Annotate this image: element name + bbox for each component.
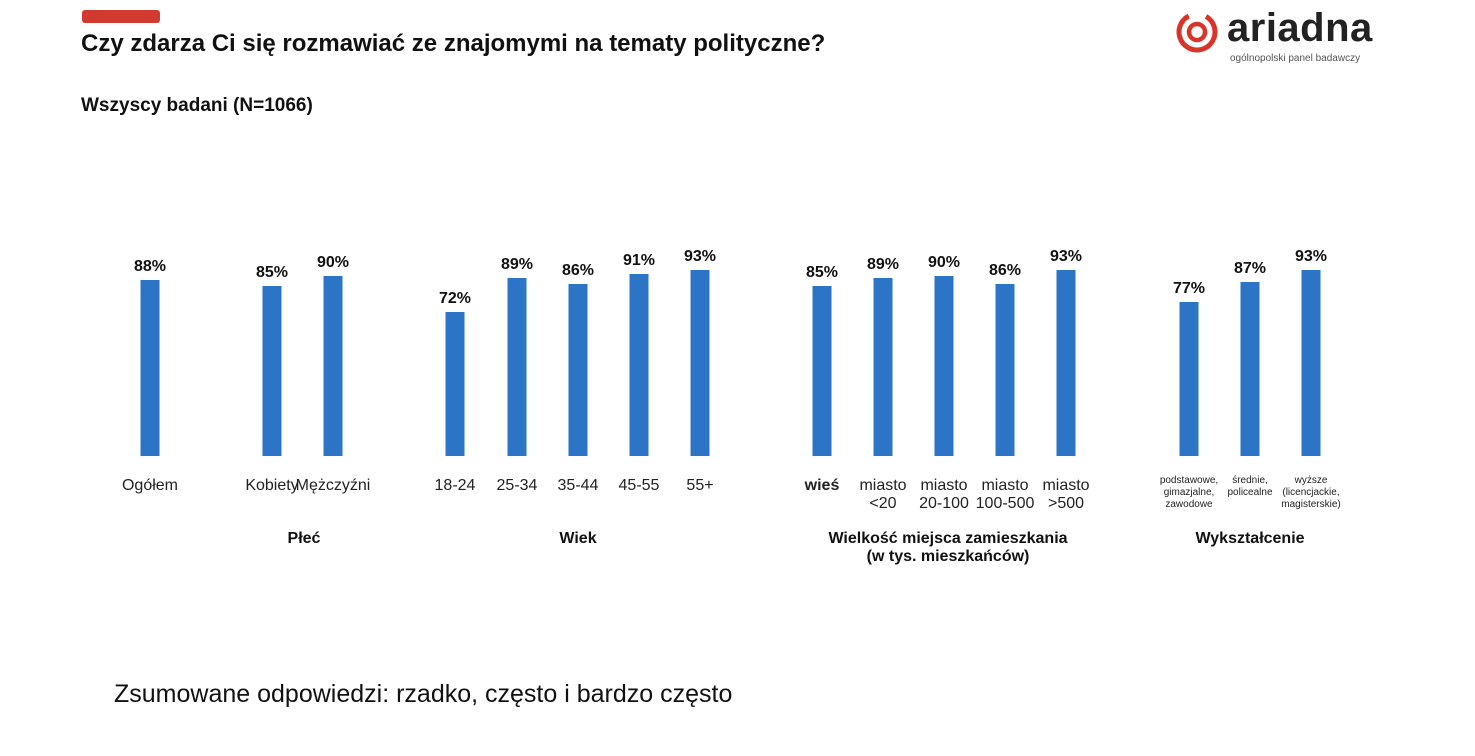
- data-label: 77%: [1173, 280, 1205, 297]
- category-label: średnie, policealne: [1227, 475, 1272, 498]
- group-label: Wiek: [559, 530, 596, 547]
- bar: [690, 270, 710, 456]
- bar: [873, 278, 893, 456]
- group-label: Wykształcenie: [1195, 530, 1304, 547]
- category-label: Ogółem: [122, 477, 178, 494]
- group-label: Wielkość miejsca zamieszkania (w tys. mie…: [828, 530, 1067, 565]
- category-label: podstawowe, gimazjalne, zawodowe: [1160, 475, 1218, 510]
- category-label: miasto <20: [859, 477, 906, 512]
- data-label: 86%: [562, 262, 594, 279]
- data-label: 91%: [623, 252, 655, 269]
- category-label: miasto >500: [1042, 477, 1089, 512]
- category-label: miasto 100-500: [976, 477, 1035, 512]
- bar: [812, 286, 832, 456]
- category-label: 18-24: [435, 477, 476, 494]
- bar: [140, 280, 160, 456]
- bar: [262, 286, 282, 456]
- group-label: Płeć: [288, 530, 321, 547]
- bar: [1056, 270, 1076, 456]
- spiral-logo-icon: [1176, 11, 1218, 53]
- data-label: 88%: [134, 258, 166, 275]
- bar: [1240, 282, 1260, 456]
- bar: [323, 276, 343, 456]
- category-label: wieś: [804, 477, 840, 494]
- chart-title: Czy zdarza Ci się rozmawiać ze znajomymi…: [81, 30, 826, 57]
- data-label: 86%: [989, 262, 1021, 279]
- category-label: 35-44: [558, 477, 599, 494]
- category-label: Mężczyźni: [296, 477, 371, 494]
- data-label: 90%: [317, 254, 349, 271]
- data-label: 87%: [1234, 260, 1266, 277]
- category-label: wyższe (licencjackie, magisterskie): [1281, 475, 1340, 510]
- category-label: Kobiety: [245, 477, 298, 494]
- data-label: 72%: [439, 290, 471, 307]
- category-label: miasto 20-100: [919, 477, 969, 512]
- logo-wordmark: ariadna: [1227, 6, 1373, 50]
- category-label: 25-34: [497, 477, 538, 494]
- bar: [568, 284, 588, 456]
- bar: [629, 274, 649, 456]
- category-label: 45-55: [619, 477, 660, 494]
- data-label: 93%: [1295, 248, 1327, 265]
- bar: [507, 278, 527, 456]
- data-label: 89%: [867, 256, 899, 273]
- bar: [995, 284, 1015, 456]
- data-label: 93%: [1050, 248, 1082, 265]
- category-label: 55+: [686, 477, 713, 494]
- brand-logo: ariadna ogólnopolski panel badawczy: [1175, 6, 1395, 68]
- logo-tagline: ogólnopolski panel badawczy: [1230, 53, 1361, 64]
- data-label: 89%: [501, 256, 533, 273]
- data-label: 85%: [806, 264, 838, 281]
- accent-bar: [82, 10, 160, 23]
- bar: [445, 312, 465, 456]
- chart-subtitle: Wszyscy badani (N=1066): [81, 95, 313, 116]
- data-label: 93%: [684, 248, 716, 265]
- footnote: Zsumowane odpowiedzi: rzadko, często i b…: [114, 680, 733, 708]
- bar: [1179, 302, 1199, 456]
- data-label: 90%: [928, 254, 960, 271]
- bar: [934, 276, 954, 456]
- data-label: 85%: [256, 264, 288, 281]
- bar: [1301, 270, 1321, 456]
